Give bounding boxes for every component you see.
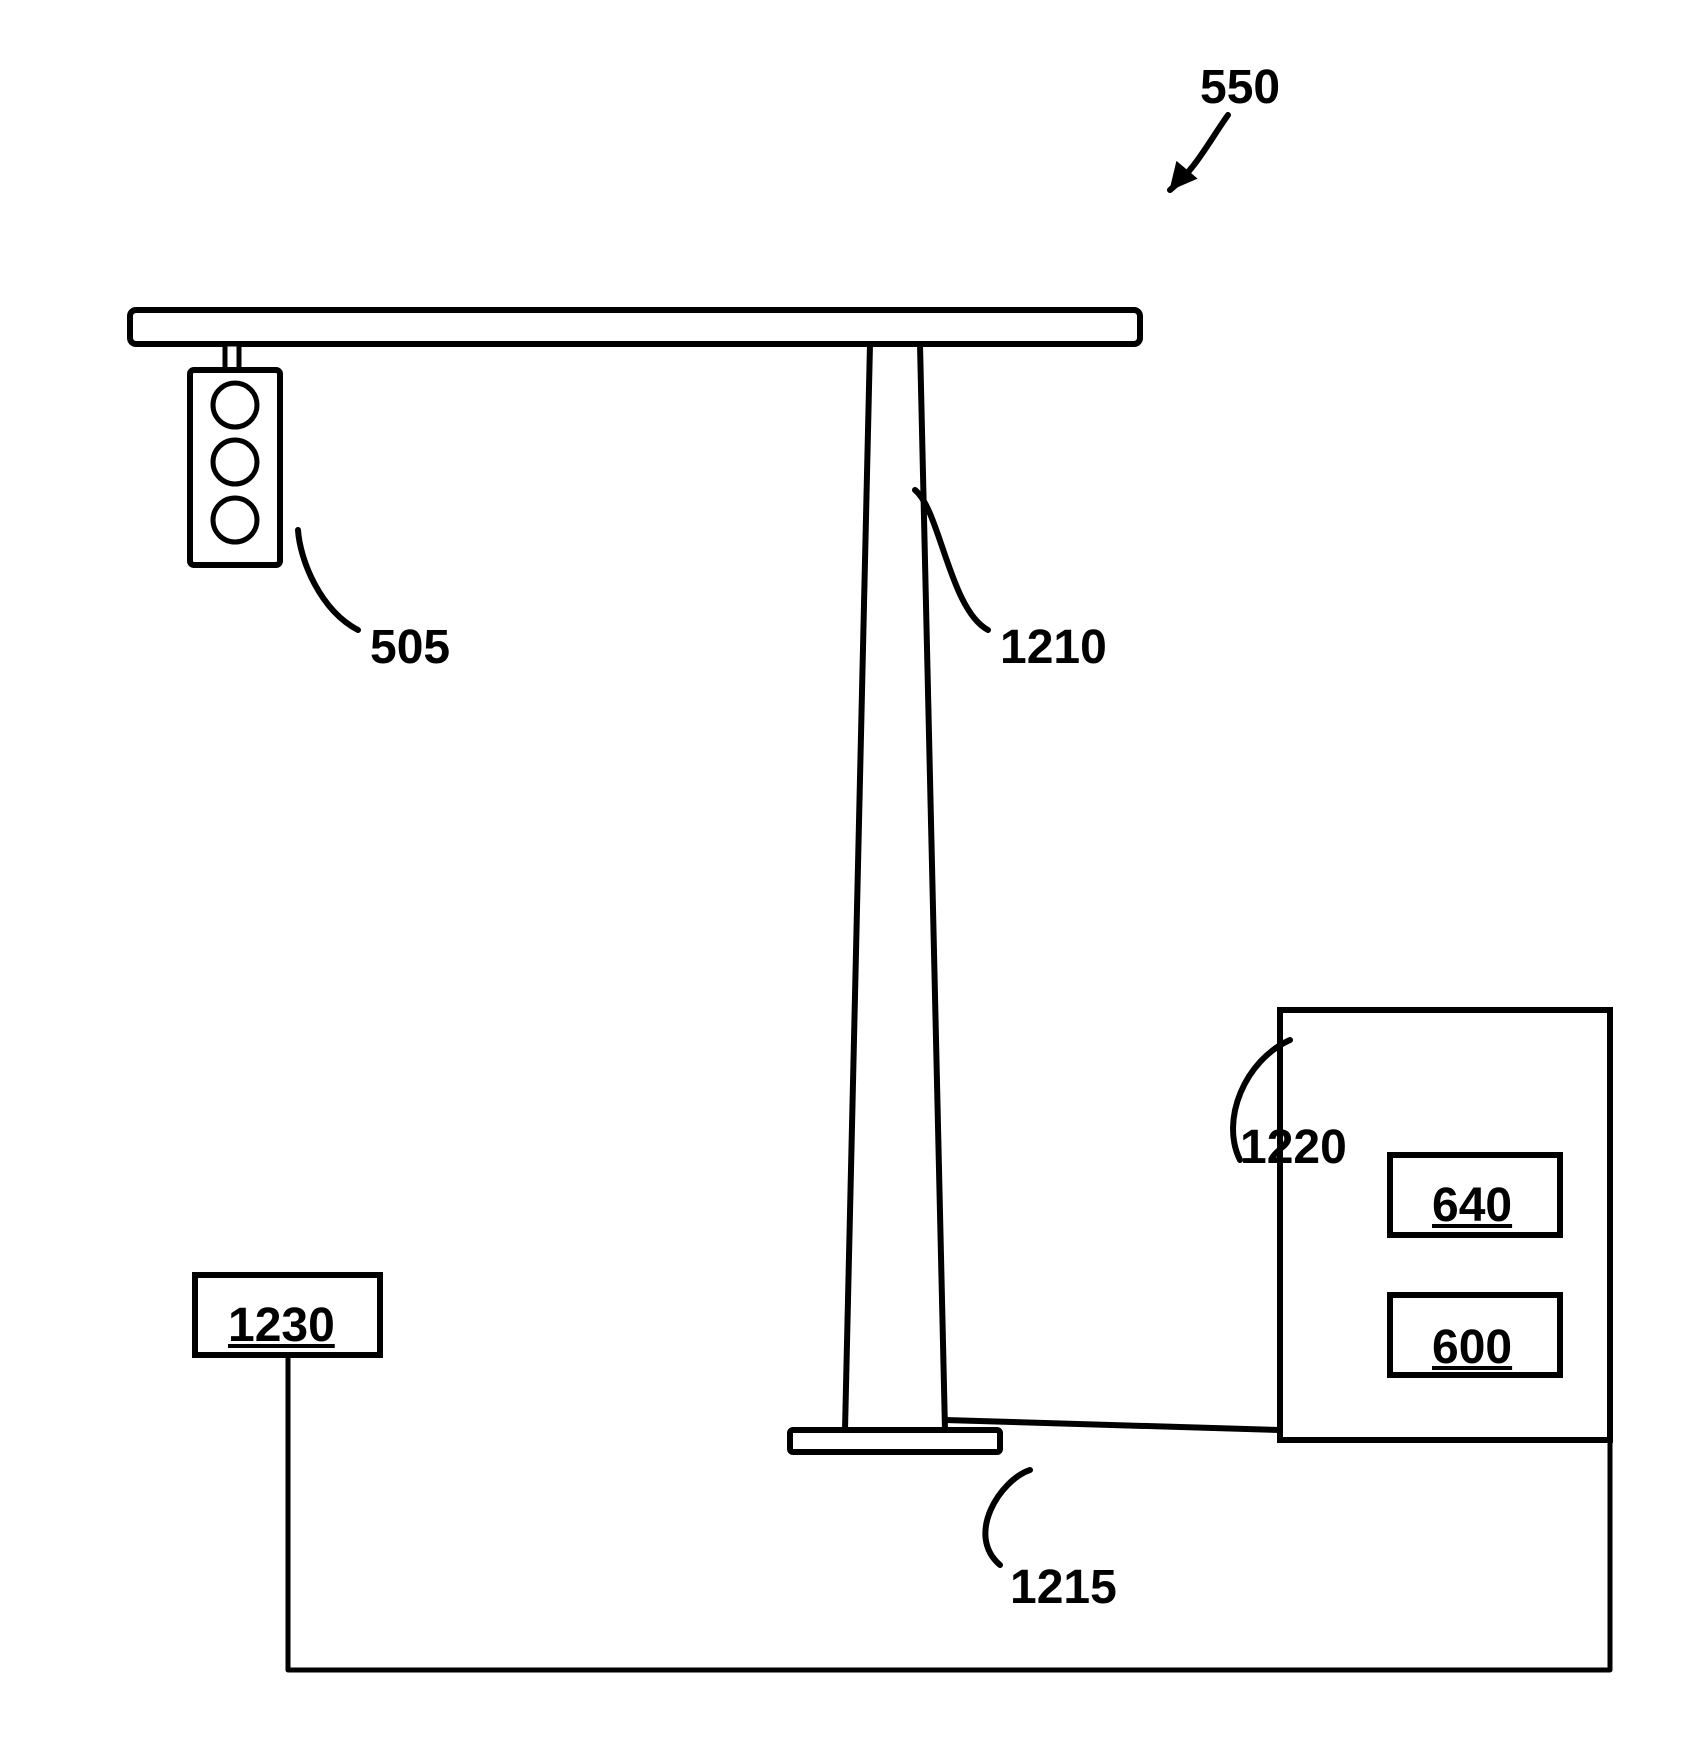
label-assembly: 550 bbox=[1200, 60, 1280, 115]
label-signal: 505 bbox=[370, 620, 450, 675]
label-box-top: 640 bbox=[1432, 1178, 1512, 1233]
label-box-bot: 600 bbox=[1432, 1320, 1512, 1375]
label-remote: 1230 bbox=[228, 1298, 335, 1353]
label-pole-wire: 1210 bbox=[1000, 620, 1107, 675]
label-cabinet: 1220 bbox=[1240, 1120, 1347, 1175]
label-ground: 1215 bbox=[1010, 1560, 1117, 1615]
